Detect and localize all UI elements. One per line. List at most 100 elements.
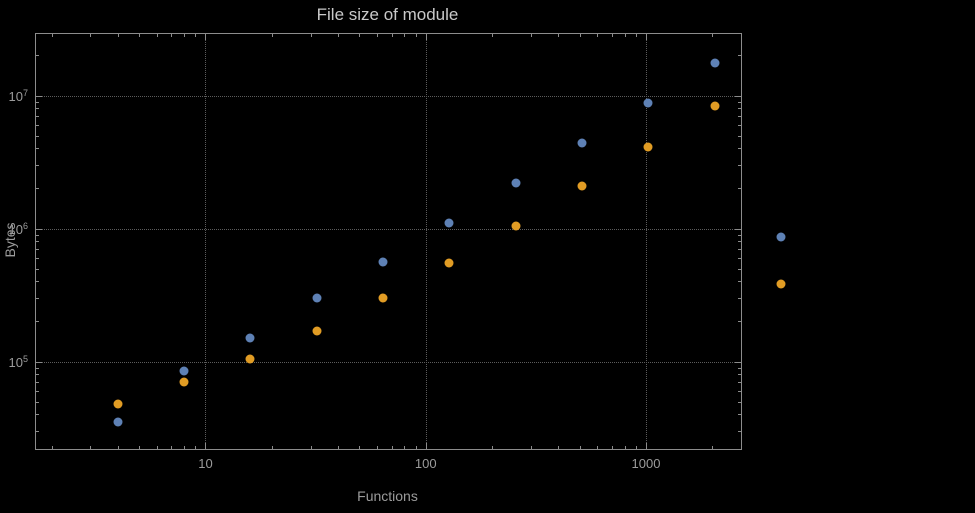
- x-tick-mark: [156, 34, 158, 37]
- x-tick-mark: [195, 446, 197, 449]
- x-tick-mark: [558, 446, 560, 449]
- data-point-series-2-orange: [643, 142, 653, 152]
- x-tick-mark: [310, 34, 312, 37]
- x-tick-mark: [359, 34, 361, 37]
- y-tick-label: 105: [8, 353, 28, 370]
- data-point-series-2-orange: [245, 354, 255, 364]
- y-tick-mark: [735, 361, 741, 363]
- x-tick-mark: [415, 446, 417, 449]
- data-point-series-2-orange: [378, 293, 388, 303]
- chart-title: File size of module: [316, 5, 459, 24]
- x-tick-mark: [558, 34, 560, 37]
- y-tick-mark: [36, 116, 39, 118]
- x-tick-mark: [139, 446, 141, 449]
- y-tick-mark: [36, 188, 39, 190]
- y-tick-mark: [738, 281, 741, 283]
- y-tick-mark: [738, 108, 741, 110]
- y-tick-mark: [738, 125, 741, 126]
- y-tick-mark: [738, 148, 741, 150]
- data-point-series-1-blue: [113, 417, 123, 427]
- y-tick-mark: [738, 374, 741, 376]
- y-tick-mark: [36, 431, 39, 433]
- x-tick-mark: [404, 446, 406, 449]
- x-tick-mark: [205, 34, 207, 40]
- data-point-series-1-blue: [378, 257, 388, 267]
- x-tick-mark: [624, 34, 626, 37]
- x-tick-mark: [205, 443, 207, 449]
- data-point-series-1-blue: [444, 218, 454, 228]
- y-tick-mark: [738, 298, 741, 300]
- y-tick-mark: [738, 258, 741, 260]
- x-tick-mark: [156, 446, 158, 449]
- x-tick-mark: [271, 446, 273, 449]
- x-tick-mark: [530, 446, 532, 449]
- y-tick-mark: [738, 414, 741, 416]
- y-tick-mark: [36, 401, 39, 403]
- y-gridline: [36, 95, 741, 97]
- y-tick-mark: [738, 55, 741, 57]
- y-tick-mark: [36, 321, 39, 323]
- data-point-series-2-orange: [444, 258, 454, 268]
- x-tick-mark: [376, 34, 378, 37]
- x-tick-mark: [635, 34, 637, 37]
- x-tick-label: 10: [198, 456, 213, 471]
- data-point-series-2-orange: [710, 101, 720, 111]
- x-tick-mark: [195, 34, 197, 37]
- y-tick-mark: [36, 148, 39, 150]
- y-tick-mark: [738, 135, 741, 137]
- data-point-series-2-orange: [312, 326, 322, 336]
- y-tick-mark: [36, 281, 39, 283]
- data-point-series-1-blue: [577, 138, 587, 148]
- data-point-series-1-blue: [776, 232, 786, 242]
- x-tick-mark: [624, 446, 626, 449]
- x-tick-label: 1000: [631, 456, 661, 471]
- y-tick-mark: [738, 367, 741, 369]
- x-tick-mark: [90, 446, 92, 449]
- x-tick-mark: [338, 446, 340, 449]
- y-tick-mark: [735, 95, 741, 97]
- x-gridline: [425, 34, 427, 449]
- y-tick-mark: [738, 188, 741, 190]
- data-point-series-1-blue: [179, 366, 189, 376]
- y-tick-mark: [738, 321, 741, 323]
- x-tick-mark: [391, 34, 393, 37]
- y-tick-mark: [738, 234, 741, 236]
- x-tick-mark: [635, 446, 637, 449]
- data-point-series-1-blue: [312, 293, 322, 303]
- x-tick-mark: [391, 446, 393, 449]
- x-tick-mark: [712, 446, 714, 449]
- x-tick-mark: [597, 446, 599, 449]
- y-tick-mark: [36, 95, 42, 97]
- x-tick-mark: [611, 34, 613, 37]
- y-tick-mark: [36, 298, 39, 300]
- x-tick-mark: [579, 34, 581, 37]
- y-tick-mark: [36, 165, 39, 167]
- y-gridline: [36, 228, 741, 230]
- x-tick-mark: [139, 34, 141, 37]
- x-tick-mark: [117, 446, 119, 449]
- x-tick-mark: [425, 34, 427, 40]
- data-point-series-1-blue: [511, 178, 521, 188]
- y-tick-mark: [36, 268, 39, 270]
- y-tick-mark: [738, 241, 741, 243]
- y-tick-mark: [36, 108, 39, 110]
- x-tick-mark: [712, 34, 714, 37]
- data-point-series-2-orange: [776, 279, 786, 289]
- x-tick-label: 100: [414, 456, 437, 471]
- x-tick-mark: [51, 446, 53, 449]
- y-tick-mark: [36, 228, 42, 230]
- x-axis-label: Functions: [357, 488, 418, 504]
- x-gridline: [205, 34, 207, 449]
- y-gridline: [36, 361, 741, 363]
- y-tick-mark: [36, 55, 39, 57]
- x-tick-mark: [415, 34, 417, 37]
- y-tick-mark: [36, 258, 39, 260]
- x-tick-mark: [645, 34, 647, 40]
- x-tick-mark: [359, 446, 361, 449]
- data-point-series-2-orange: [179, 377, 189, 387]
- data-point-series-1-blue: [643, 98, 653, 108]
- x-tick-mark: [492, 446, 494, 449]
- x-tick-mark: [376, 446, 378, 449]
- x-tick-mark: [645, 443, 647, 449]
- x-tick-mark: [51, 34, 53, 37]
